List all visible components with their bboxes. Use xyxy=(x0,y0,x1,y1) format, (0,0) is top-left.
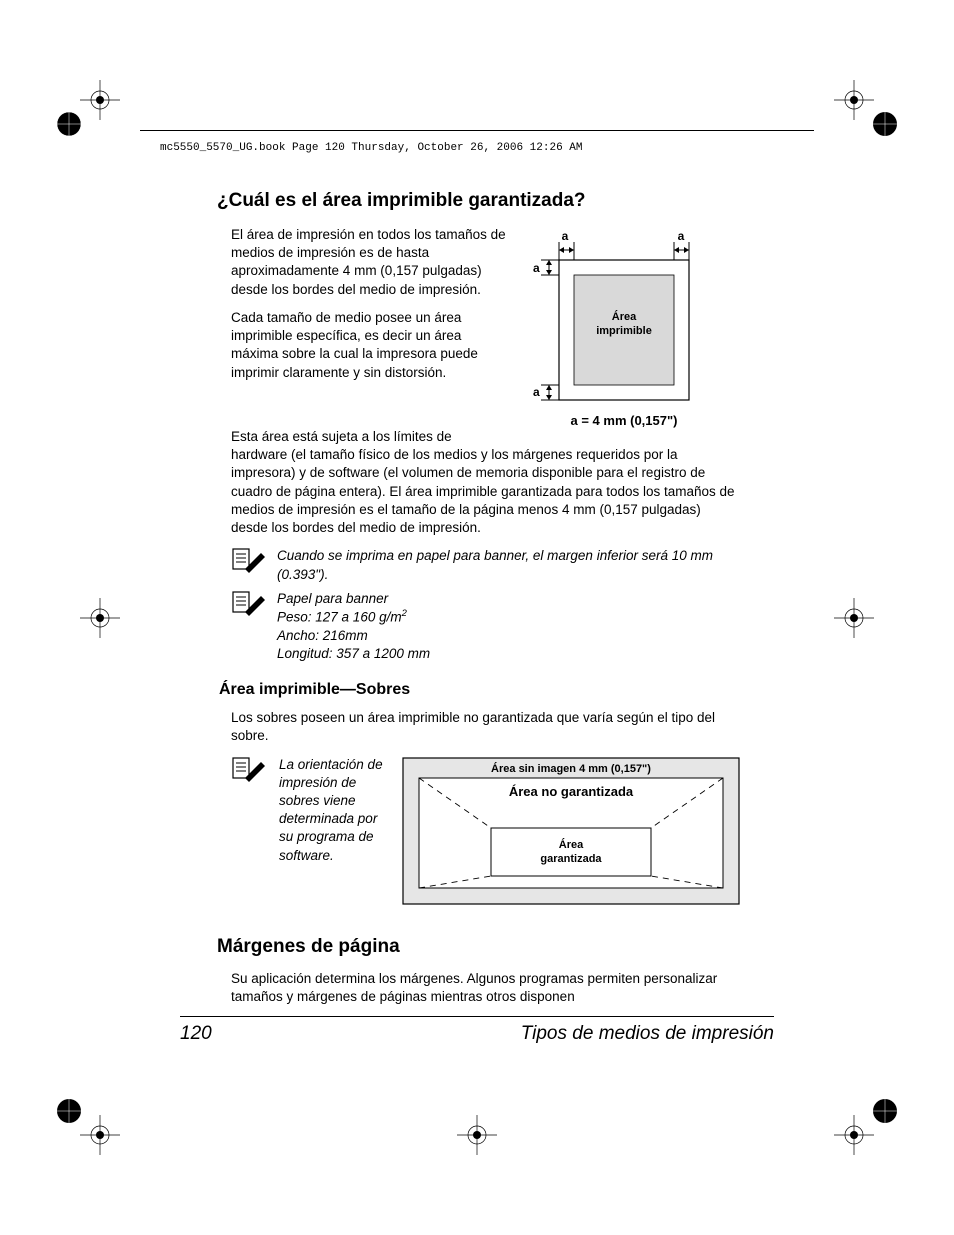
diagram-caption: a = 4 mm (0,157") xyxy=(571,413,678,428)
paragraph: Su aplicación determina los márgenes. Al… xyxy=(231,970,739,1006)
printable-area-diagram: a a a a Área imprimible a = 4 mm (0,157"… xyxy=(519,230,739,430)
envelope-diagram: Área sin imagen 4 mm (0,157") Área no ga… xyxy=(401,756,741,906)
reg-mark-icon xyxy=(871,1097,899,1125)
note-icon xyxy=(231,756,267,906)
reg-mark-icon xyxy=(55,110,83,138)
note-text: Papel para banner Peso: 127 a 160 g/m2 A… xyxy=(277,590,430,663)
svg-text:a: a xyxy=(533,261,540,275)
header-rule xyxy=(140,130,814,131)
envelope-note-row: La orientación de impresión de sobres vi… xyxy=(231,756,739,906)
diagram2-top-label: Área sin imagen 4 mm (0,157") xyxy=(491,762,651,775)
crop-mark-ml xyxy=(80,598,120,638)
crop-mark-mr xyxy=(834,598,874,638)
diagram2-mid-label: Área no garantizada xyxy=(509,784,634,799)
crop-mark-bl xyxy=(80,1115,120,1155)
heading-margins: Márgenes de página xyxy=(217,936,739,958)
note-icon xyxy=(231,547,267,573)
note: Cuando se imprima en papel para banner, … xyxy=(231,547,739,583)
crop-mark-tl xyxy=(80,80,120,120)
heading-envelopes: Área imprimible—Sobres xyxy=(219,681,739,699)
crop-mark-br xyxy=(834,1115,874,1155)
note-text: La orientación de impresión de sobres vi… xyxy=(279,756,389,906)
reg-mark-icon xyxy=(55,1097,83,1125)
paragraph: El área de impresión en todos los tamaño… xyxy=(231,226,511,299)
diagram-label-a: a xyxy=(562,230,569,243)
diagram2-inner-label: Área xyxy=(559,838,584,851)
crop-mark-mb xyxy=(457,1115,497,1155)
note-icon xyxy=(231,590,267,616)
reg-mark-icon xyxy=(871,110,899,138)
svg-text:garantizada: garantizada xyxy=(540,853,602,865)
heading-printable-area: ¿Cuál es el área imprimible garantizada? xyxy=(217,190,739,212)
svg-text:a: a xyxy=(678,230,685,243)
paragraph: Esta área está sujeta a los límites de h… xyxy=(231,428,739,537)
paragraph: Cada tamaño de medio posee un área impri… xyxy=(231,309,511,382)
running-head: mc5550_5570_UG.book Page 120 Thursday, O… xyxy=(160,142,582,154)
page: mc5550_5570_UG.book Page 120 Thursday, O… xyxy=(0,0,954,1235)
note-text: Cuando se imprima en papel para banner, … xyxy=(277,547,739,583)
diagram-area-label: Área xyxy=(612,310,637,323)
svg-text:imprimible: imprimible xyxy=(596,325,652,337)
page-number: 120 xyxy=(180,1023,212,1045)
svg-text:a: a xyxy=(533,385,540,399)
content-area: ¿Cuál es el área imprimible garantizada? xyxy=(219,190,739,1016)
page-footer: 120 Tipos de medios de impresión xyxy=(180,1016,774,1045)
note: Papel para banner Peso: 127 a 160 g/m2 A… xyxy=(231,590,739,663)
section-title: Tipos de medios de impresión xyxy=(521,1023,774,1045)
paragraph: Los sobres poseen un área imprimible no … xyxy=(231,709,739,745)
crop-mark-tr xyxy=(834,80,874,120)
